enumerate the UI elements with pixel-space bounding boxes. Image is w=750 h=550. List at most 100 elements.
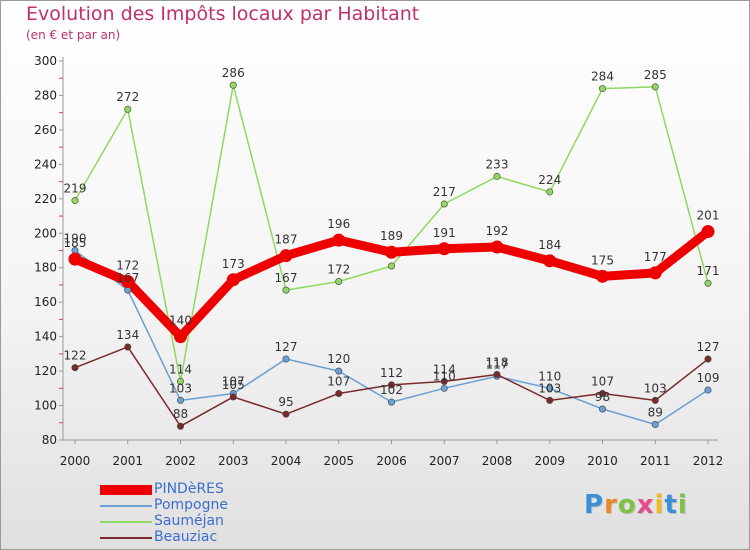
data-point — [229, 81, 237, 89]
logo-letter: x — [636, 490, 655, 520]
y-tick-label: 260 — [34, 123, 57, 137]
data-label: 107 — [222, 374, 245, 388]
data-label: 127 — [275, 340, 298, 354]
data-label: 117 — [486, 357, 509, 371]
data-label: 114 — [433, 362, 456, 376]
data-label: 201 — [697, 209, 720, 223]
data-label: 110 — [538, 369, 561, 383]
data-label: 189 — [380, 229, 403, 243]
data-point — [177, 396, 185, 404]
data-label: 192 — [486, 224, 509, 238]
data-label: 285 — [644, 68, 667, 82]
x-tick-label: 2005 — [323, 454, 354, 468]
x-tick-label: 2002 — [165, 454, 196, 468]
y-tick-label: 200 — [34, 226, 57, 240]
data-point — [335, 367, 343, 375]
data-point — [546, 384, 554, 392]
data-label: 191 — [433, 226, 456, 240]
data-label: 284 — [591, 70, 614, 84]
data-point — [335, 278, 343, 286]
series-points — [68, 81, 715, 430]
legend-swatch — [100, 537, 152, 539]
data-point — [71, 197, 79, 205]
x-tick-label: 2009 — [534, 454, 565, 468]
data-label: 219 — [64, 182, 87, 196]
data-point — [490, 240, 504, 254]
data-point — [71, 364, 79, 372]
data-point — [68, 252, 82, 266]
data-label: 110 — [433, 369, 456, 383]
data-point — [596, 269, 609, 283]
x-tick-label: 2001 — [112, 454, 143, 468]
data-point — [174, 330, 187, 344]
data-label: 112 — [380, 366, 403, 380]
data-point — [279, 249, 293, 263]
data-label: 173 — [222, 257, 245, 271]
data-label: 196 — [327, 217, 350, 231]
data-label: 127 — [697, 340, 720, 354]
data-point — [546, 396, 554, 404]
data-label: 185 — [64, 236, 87, 250]
data-label: 103 — [538, 381, 561, 395]
logo-letter: i — [654, 490, 665, 520]
data-point — [704, 355, 712, 363]
data-label: 187 — [275, 233, 298, 247]
y-tick-label: 300 — [34, 54, 57, 68]
y-tick-label: 180 — [34, 261, 57, 275]
legend-swatch — [100, 505, 152, 507]
legend-label: Beauziac — [154, 529, 218, 545]
data-point — [440, 377, 448, 385]
data-point — [701, 225, 715, 239]
data-label: 233 — [486, 157, 509, 171]
logo-letter: r — [604, 490, 618, 520]
legend-label: Pompogne — [154, 497, 228, 513]
data-label: 140 — [169, 314, 192, 328]
chart-axes: 80 100 120 140 160 180 200 220 240 260 280 300 2000 2… — [34, 54, 723, 468]
legend-label: PINDèRES — [154, 481, 224, 497]
data-point — [440, 200, 448, 208]
data-point — [598, 405, 606, 413]
x-tick-label: 2011 — [640, 454, 671, 468]
data-label: 105 — [222, 378, 245, 392]
data-point — [282, 355, 290, 363]
data-point — [387, 262, 395, 270]
data-point — [493, 371, 501, 379]
data-point — [598, 85, 606, 93]
data-point — [229, 393, 237, 401]
data-point — [387, 381, 395, 389]
data-label: 177 — [644, 250, 667, 264]
x-tick-label: 2000 — [60, 454, 91, 468]
data-point — [648, 266, 662, 280]
x-tick-label: 2004 — [271, 454, 302, 468]
data-label: 95 — [278, 395, 293, 409]
x-tick-label: 2008 — [482, 454, 513, 468]
data-label: 167 — [116, 271, 139, 285]
data-label: 118 — [486, 356, 509, 370]
data-label: 122 — [64, 349, 87, 363]
data-label: 103 — [169, 381, 192, 395]
data-point — [387, 398, 395, 406]
data-point — [124, 343, 132, 351]
data-point — [177, 377, 185, 385]
proxiti-logo: Proxiti — [584, 490, 688, 520]
legend-label: Sauméjan — [154, 513, 224, 529]
data-label: 102 — [380, 383, 403, 397]
data-point — [598, 389, 606, 397]
data-label: 120 — [327, 352, 350, 366]
logo-letter: P — [584, 490, 605, 520]
data-point — [651, 420, 659, 428]
data-label: 107 — [327, 374, 350, 388]
y-tick-label: 140 — [34, 330, 57, 344]
data-label: 167 — [275, 271, 298, 285]
y-tick-label: 220 — [34, 192, 57, 206]
x-tick-label: 2012 — [693, 454, 724, 468]
data-point — [226, 273, 240, 287]
data-point — [335, 389, 343, 397]
logo-letter: t — [664, 490, 678, 520]
data-point — [546, 188, 554, 196]
data-label: 175 — [591, 253, 614, 267]
chart-title: Evolution des Impôts locaux par Habitant — [26, 3, 420, 25]
data-point — [493, 172, 501, 180]
